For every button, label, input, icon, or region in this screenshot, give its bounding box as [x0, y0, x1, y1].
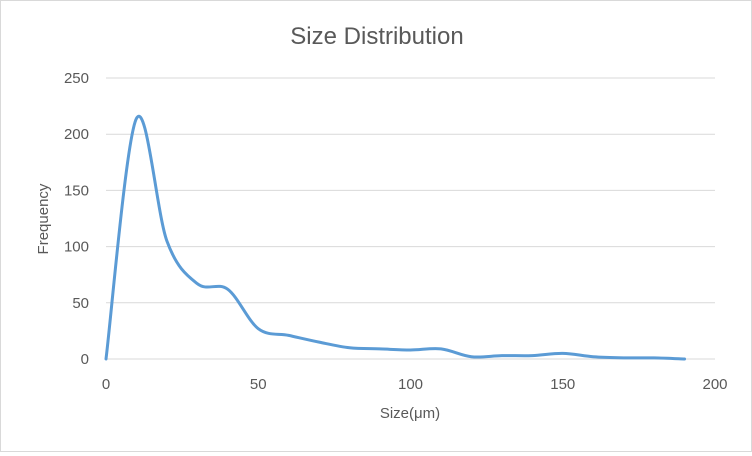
y-tick-labels: 0 50 100 150 200 250 [64, 70, 89, 368]
y-tick-label-150: 150 [64, 182, 89, 199]
x-tick-label-50: 50 [250, 376, 267, 393]
series-layer [104, 114, 687, 361]
chart-title: Size Distribution [290, 23, 463, 50]
y-axis-title: Frequency [35, 183, 52, 254]
y-tick-label-100: 100 [64, 239, 89, 256]
x-tick-label-150: 150 [550, 376, 575, 393]
x-tick-label-100: 100 [398, 376, 423, 393]
y-tick-label-200: 200 [64, 126, 89, 143]
y-tick-label-250: 250 [64, 70, 89, 87]
x-tick-label-200: 200 [702, 376, 727, 393]
x-axis-title: Size(μm) [380, 405, 440, 422]
y-tick-label-0: 0 [81, 351, 89, 368]
y-tick-label-50: 50 [72, 295, 89, 312]
x-tick-label-0: 0 [102, 376, 110, 393]
series-line-0 [104, 114, 687, 361]
gridlines [106, 77, 715, 304]
x-tick-labels: 0 50 100 150 200 [102, 376, 728, 393]
